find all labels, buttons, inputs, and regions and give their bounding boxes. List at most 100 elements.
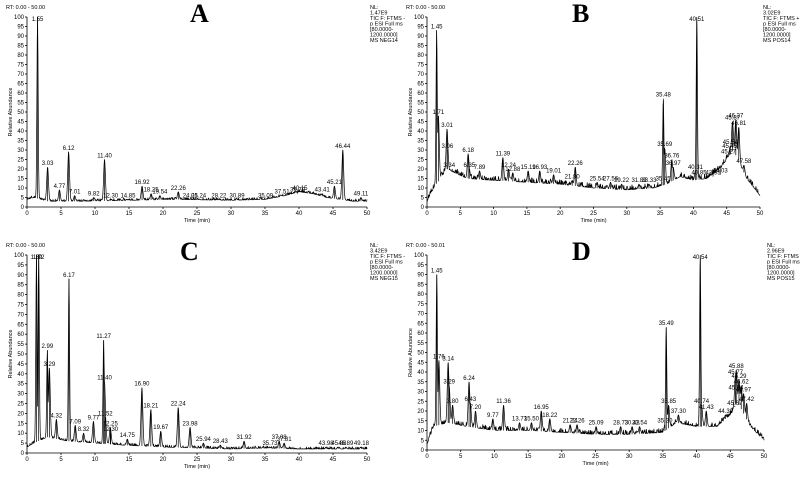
rt-range-label: RT: 0.00 - 50.00	[406, 5, 445, 11]
peak-label: 7.09	[69, 419, 81, 425]
y-tick-label: 100	[14, 253, 25, 259]
y-tick-label: 70	[17, 312, 24, 318]
y-tick-label: 75	[417, 302, 424, 308]
peak-label: 1.55	[32, 17, 44, 23]
x-axis-label: Time (min)	[184, 464, 210, 470]
x-tick-label: 0	[425, 454, 429, 460]
peak-label: 45.45	[722, 144, 738, 150]
y-tick-label: 25	[17, 158, 24, 164]
peak-label: 7.89	[474, 165, 486, 171]
x-tick-label: 35	[660, 454, 667, 460]
info-line: 3.42E9	[370, 249, 387, 255]
y-tick-label: 25	[417, 399, 424, 405]
peak-label: 7.01	[69, 190, 81, 196]
x-tick-label: 20	[160, 211, 167, 217]
y-tick-label: 55	[17, 342, 24, 348]
y-tick-label: 50	[417, 351, 424, 357]
peak-label: 45.77	[728, 370, 744, 376]
info-line: NL:	[370, 5, 379, 11]
y-tick-label: 30	[17, 392, 24, 398]
peak-label: 11.27	[96, 334, 111, 340]
peak-label: 3.29	[443, 380, 455, 386]
peak-label: 22.26	[570, 419, 586, 425]
peak-label: 6.24	[463, 376, 475, 382]
peak-label: 33.33	[641, 178, 657, 184]
x-tick-label: 40	[693, 454, 700, 460]
peak-label: 39.79	[290, 188, 306, 194]
peak-label: 11.39	[496, 152, 511, 158]
y-tick-label: 10	[17, 186, 24, 192]
y-tick-label: 5	[21, 196, 25, 202]
x-tick-label: 50	[757, 211, 764, 217]
peak-label: 40.85	[692, 171, 708, 177]
y-tick-label: 65	[417, 82, 424, 88]
info-line: 2.96E9	[767, 249, 784, 255]
y-tick-label: 65	[17, 82, 24, 88]
info-line: MS NEG14	[370, 38, 398, 44]
y-tick-label: 85	[417, 282, 424, 288]
peak-label: 9.77	[487, 413, 499, 419]
info-line: NL:	[767, 243, 776, 249]
peak-label: 8.32	[78, 427, 90, 433]
peak-label: 3.34	[443, 163, 455, 169]
y-axis-label: Relative Abundance	[408, 328, 414, 377]
y-tick-label: 70	[17, 72, 24, 78]
panel-letter: B	[572, 0, 589, 28]
y-tick-label: 45	[417, 360, 424, 366]
info-line: p ESI Full ms	[763, 22, 796, 28]
x-tick-label: 45	[727, 454, 734, 460]
peak-label: 2.99	[41, 344, 53, 350]
y-tick-label: 20	[17, 167, 24, 173]
y-tick-label: 50	[417, 110, 424, 116]
peak-label: 18.22	[542, 413, 558, 419]
x-tick-label: 50	[761, 454, 768, 460]
x-tick-label: 50	[364, 457, 371, 463]
info-line: p ESI Full ms	[370, 260, 403, 266]
peak-label: 36.76	[664, 154, 680, 160]
x-tick-label: 40	[296, 211, 303, 217]
y-tick-label: 90	[417, 34, 424, 40]
x-tick-label: 15	[525, 454, 532, 460]
peak-label: 4.77	[54, 184, 66, 190]
x-tick-label: 25	[194, 457, 201, 463]
y-tick-label: 35	[417, 139, 424, 145]
peak-label: 3.01	[441, 123, 453, 129]
x-tick-label: 15	[126, 211, 133, 217]
peak-label: 45.67	[727, 401, 743, 407]
x-tick-label: 20	[160, 457, 167, 463]
peak-label: 12.30	[103, 427, 119, 433]
peak-label: 11.36	[496, 399, 511, 405]
peak-label: 19.54	[152, 190, 168, 196]
info-line: 1.47E9	[370, 11, 387, 17]
peak-label: 16.90	[134, 382, 150, 388]
peak-label: 3.29	[44, 362, 56, 368]
x-tick-label: 30	[623, 211, 630, 217]
info-line: [80.0000-	[370, 265, 393, 271]
peak-label: 36.97	[666, 161, 682, 167]
x-tick-label: 35	[657, 211, 664, 217]
peak-label: 35.73	[262, 441, 278, 447]
y-tick-label: 90	[17, 273, 24, 279]
y-tick-label: 75	[17, 303, 24, 309]
y-tick-label: 15	[417, 419, 424, 425]
peak-label: 35.49	[659, 321, 675, 327]
peak-label: 27.56	[603, 176, 619, 182]
y-tick-label: 30	[417, 390, 424, 396]
y-tick-label: 95	[17, 25, 24, 31]
y-tick-label: 20	[17, 411, 24, 417]
x-axis-label: Time (min)	[184, 218, 210, 224]
peak-label: 22.26	[171, 186, 187, 192]
x-tick-label: 15	[524, 211, 531, 217]
y-tick-label: 5	[421, 438, 425, 444]
rt-range-label: RT: 0.00 - 50.00	[6, 243, 45, 249]
info-line: [80.0000-	[767, 265, 790, 271]
x-tick-label: 10	[92, 211, 99, 217]
peak-label: 46.62	[734, 380, 750, 386]
y-tick-label: 100	[14, 15, 25, 21]
y-tick-label: 80	[17, 293, 24, 299]
peak-label: 12.24	[501, 163, 517, 169]
peak-label: 28.22	[211, 193, 227, 199]
y-tick-label: 55	[17, 101, 24, 107]
x-tick-label: 0	[425, 211, 429, 217]
y-tick-label: 10	[417, 186, 424, 192]
